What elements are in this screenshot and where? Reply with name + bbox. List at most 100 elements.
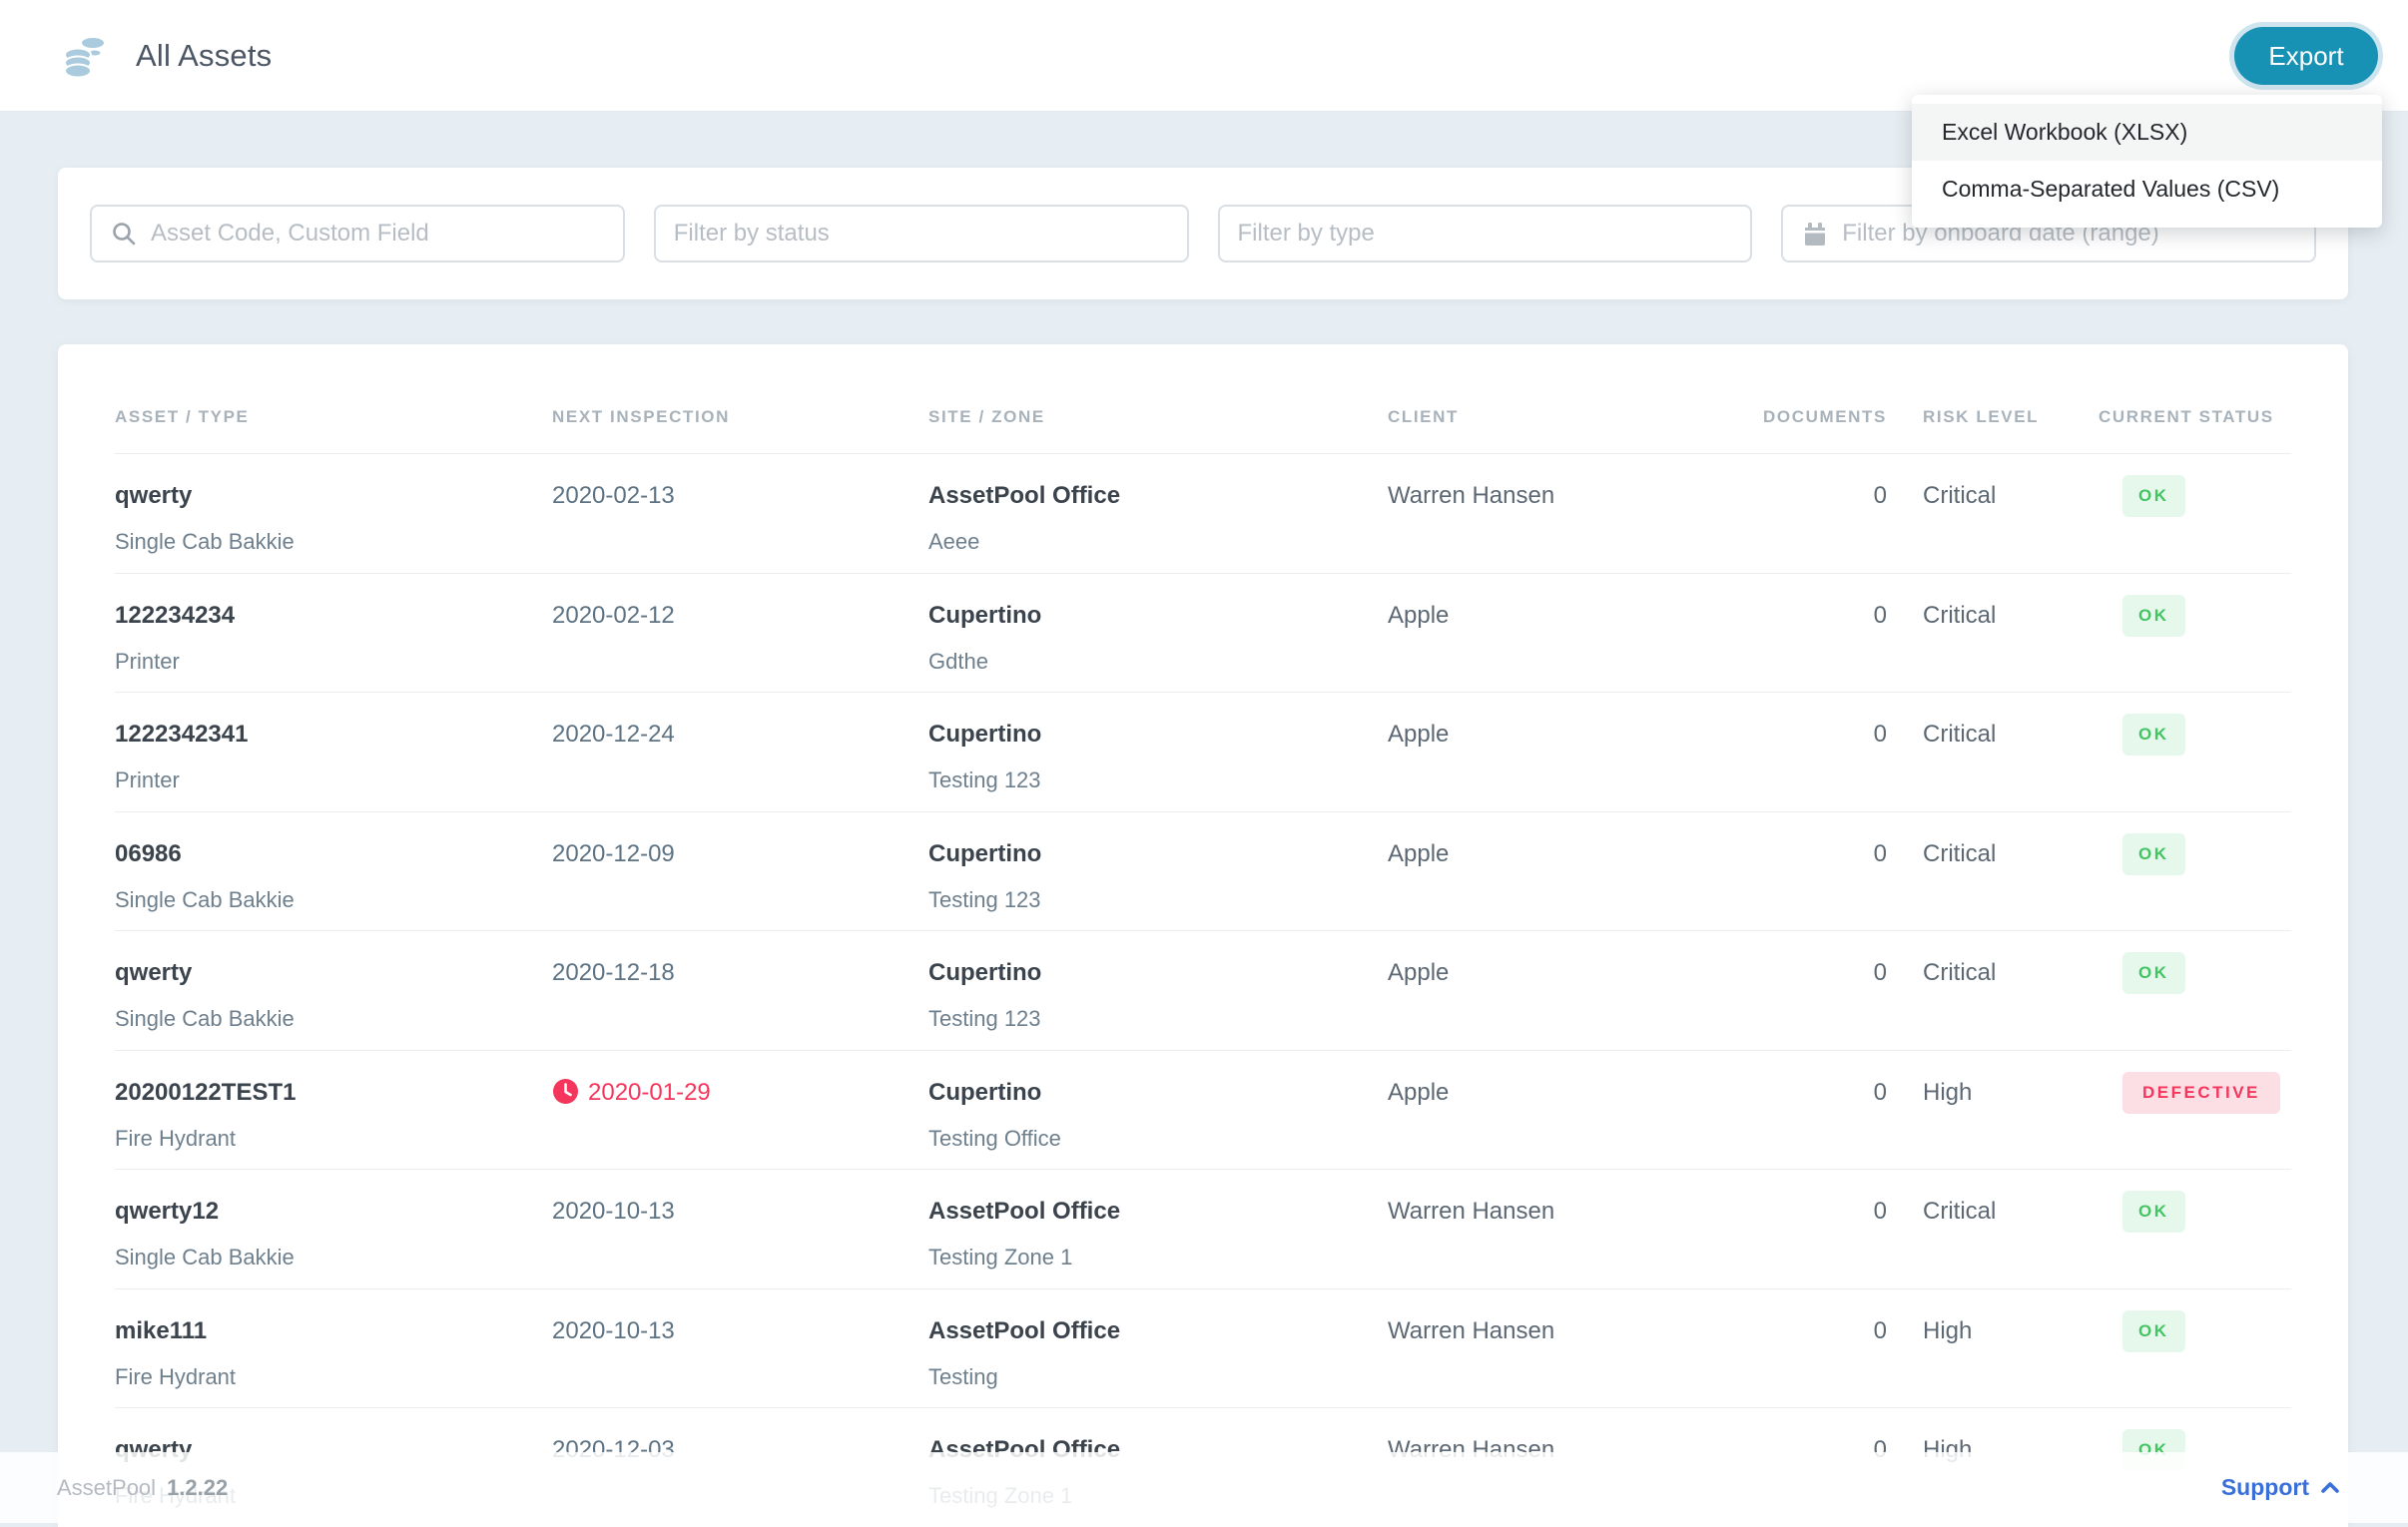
table-row[interactable]: qwerty12 Single Cab Bakkie 2020-10-13 As… bbox=[115, 1170, 2291, 1289]
app-footer: AssetPool 1.2.22 Support bbox=[0, 1452, 2408, 1523]
status-filter-input[interactable] bbox=[674, 220, 1169, 248]
chevron-up-icon bbox=[2318, 1476, 2342, 1500]
client-name: Warren Hansen bbox=[1388, 1316, 1735, 1346]
risk-level: Critical bbox=[1887, 601, 2099, 631]
status-badge: OK bbox=[2122, 714, 2185, 756]
site-name: Cupertino bbox=[928, 601, 1388, 631]
table-row[interactable]: mike111 Fire Hydrant 2020-10-13 AssetPoo… bbox=[115, 1289, 2291, 1409]
zone-name: Gdthe bbox=[928, 648, 1388, 676]
next-inspection-date: 2020-12-18 bbox=[552, 958, 928, 988]
zone-name: Testing 123 bbox=[928, 886, 1388, 914]
col-header-asset-type: ASSET / TYPE bbox=[115, 407, 552, 427]
risk-level: Critical bbox=[1887, 720, 2099, 750]
col-header-documents: DOCUMENTS bbox=[1735, 407, 1887, 427]
site-name: Cupertino bbox=[928, 1078, 1388, 1108]
app-logo-coins-icon bbox=[62, 33, 108, 79]
documents-count: 0 bbox=[1735, 958, 1887, 988]
site-name: AssetPool Office bbox=[928, 481, 1388, 511]
documents-count: 0 bbox=[1735, 601, 1887, 631]
risk-level: Critical bbox=[1887, 481, 2099, 511]
zone-name: Aeee bbox=[928, 528, 1388, 556]
asset-type: Single Cab Bakkie bbox=[115, 886, 552, 914]
status-badge: OK bbox=[2122, 952, 2185, 994]
table-header-row: ASSET / TYPE NEXT INSPECTION SITE / ZONE… bbox=[115, 344, 2291, 454]
client-name: Apple bbox=[1388, 839, 1735, 869]
col-header-next-inspection: NEXT INSPECTION bbox=[552, 407, 928, 427]
next-inspection-text: 2020-10-13 bbox=[552, 1316, 675, 1346]
site-name: AssetPool Office bbox=[928, 1197, 1388, 1227]
next-inspection-text: 2020-01-29 bbox=[588, 1078, 711, 1108]
next-inspection-date: 2020-02-12 bbox=[552, 601, 928, 631]
status-badge: OK bbox=[2122, 1191, 2185, 1233]
asset-type: Fire Hydrant bbox=[115, 1363, 552, 1391]
col-header-client: CLIENT bbox=[1388, 407, 1735, 427]
support-label: Support bbox=[2221, 1474, 2309, 1501]
risk-level: Critical bbox=[1887, 958, 2099, 988]
table-row[interactable]: 122234234 Printer 2020-02-12 Cupertino G… bbox=[115, 574, 2291, 694]
zone-name: Testing Office bbox=[928, 1125, 1388, 1153]
next-inspection-date: 2020-01-29 bbox=[552, 1078, 928, 1108]
table-row[interactable]: 1222342341 Printer 2020-12-24 Cupertino … bbox=[115, 693, 2291, 812]
assets-table: ASSET / TYPE NEXT INSPECTION SITE / ZONE… bbox=[58, 344, 2348, 1527]
next-inspection-text: 2020-12-18 bbox=[552, 958, 675, 988]
asset-type: Fire Hydrant bbox=[115, 1125, 552, 1153]
zone-name: Testing 123 bbox=[928, 766, 1388, 794]
search-input[interactable] bbox=[151, 220, 605, 248]
site-name: AssetPool Office bbox=[928, 1316, 1388, 1346]
asset-type: Printer bbox=[115, 648, 552, 676]
overdue-clock-icon bbox=[552, 1078, 579, 1105]
client-name: Apple bbox=[1388, 958, 1735, 988]
calendar-icon bbox=[1801, 220, 1829, 248]
risk-level: Critical bbox=[1887, 839, 2099, 869]
footer-version: 1.2.22 bbox=[167, 1475, 228, 1501]
col-header-current-status: CURRENT STATUS bbox=[2099, 407, 2291, 427]
export-menu-item-xlsx[interactable]: Excel Workbook (XLSX) bbox=[1912, 104, 2382, 161]
risk-level: High bbox=[1887, 1316, 2099, 1346]
client-name: Warren Hansen bbox=[1388, 481, 1735, 511]
asset-code: qwerty bbox=[115, 481, 552, 511]
documents-count: 0 bbox=[1735, 1078, 1887, 1108]
next-inspection-date: 2020-10-13 bbox=[552, 1316, 928, 1346]
col-header-site-zone: SITE / ZONE bbox=[928, 407, 1388, 427]
status-badge: DEFECTIVE bbox=[2122, 1072, 2280, 1114]
site-name: Cupertino bbox=[928, 839, 1388, 869]
documents-count: 0 bbox=[1735, 481, 1887, 511]
asset-code: mike111 bbox=[115, 1316, 552, 1346]
search-icon bbox=[110, 220, 138, 248]
zone-name: Testing 123 bbox=[928, 1005, 1388, 1033]
status-badge: OK bbox=[2122, 1310, 2185, 1352]
page-title: All Assets bbox=[136, 38, 272, 74]
next-inspection-date: 2020-02-13 bbox=[552, 481, 928, 511]
next-inspection-text: 2020-12-09 bbox=[552, 839, 675, 869]
export-button[interactable]: Export bbox=[2234, 27, 2378, 85]
table-row[interactable]: qwerty Single Cab Bakkie 2020-12-18 Cupe… bbox=[115, 931, 2291, 1051]
table-row[interactable]: qwerty Single Cab Bakkie 2020-02-13 Asse… bbox=[115, 454, 2291, 574]
support-button[interactable]: Support bbox=[2221, 1474, 2342, 1501]
asset-type: Single Cab Bakkie bbox=[115, 528, 552, 556]
client-name: Warren Hansen bbox=[1388, 1197, 1735, 1227]
risk-level: Critical bbox=[1887, 1197, 2099, 1227]
zone-name: Testing bbox=[928, 1363, 1388, 1391]
zone-name: Testing Zone 1 bbox=[928, 1244, 1388, 1272]
asset-code: qwerty12 bbox=[115, 1197, 552, 1227]
export-menu: Excel Workbook (XLSX) Comma-Separated Va… bbox=[1912, 95, 2382, 228]
status-badge: OK bbox=[2122, 595, 2185, 637]
table-body: qwerty Single Cab Bakkie 2020-02-13 Asse… bbox=[115, 454, 2291, 1527]
next-inspection-date: 2020-10-13 bbox=[552, 1197, 928, 1227]
site-name: Cupertino bbox=[928, 720, 1388, 750]
asset-code: 122234234 bbox=[115, 601, 552, 631]
export-menu-item-csv[interactable]: Comma-Separated Values (CSV) bbox=[1912, 161, 2382, 218]
documents-count: 0 bbox=[1735, 839, 1887, 869]
documents-count: 0 bbox=[1735, 1316, 1887, 1346]
asset-type: Printer bbox=[115, 766, 552, 794]
next-inspection-text: 2020-02-13 bbox=[552, 481, 675, 511]
table-row[interactable]: 20200122TEST1 Fire Hydrant 2020-01-29 Cu… bbox=[115, 1051, 2291, 1171]
type-filter-input[interactable] bbox=[1238, 220, 1733, 248]
asset-type: Single Cab Bakkie bbox=[115, 1244, 552, 1272]
status-badge: OK bbox=[2122, 833, 2185, 875]
client-name: Apple bbox=[1388, 1078, 1735, 1108]
asset-code: 06986 bbox=[115, 839, 552, 869]
table-row[interactable]: 06986 Single Cab Bakkie 2020-12-09 Cuper… bbox=[115, 812, 2291, 932]
client-name: Apple bbox=[1388, 720, 1735, 750]
asset-code: 20200122TEST1 bbox=[115, 1078, 552, 1108]
